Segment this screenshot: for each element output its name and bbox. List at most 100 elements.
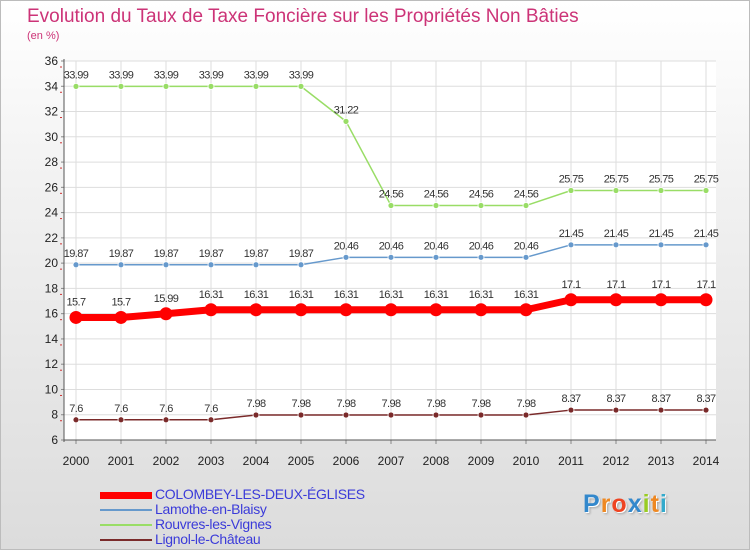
legend-item: Rouvres-les-Vignes <box>100 516 420 532</box>
data-point-lignol-le-chateau <box>72 416 80 424</box>
data-point-colombey-les-deux-eglises <box>609 293 623 307</box>
data-point-rouvres-les-vignes <box>207 82 215 90</box>
data-label: 16.31 <box>424 289 449 301</box>
data-label: 19.87 <box>64 248 89 260</box>
data-label: 16.31 <box>244 289 269 301</box>
legend-label: Rouvres-les-Vignes <box>155 516 272 532</box>
y-tick-label: 26 <box>45 180 59 194</box>
data-point-lignol-le-chateau <box>117 416 125 424</box>
data-point-rouvres-les-vignes <box>432 202 440 209</box>
data-label: 24.56 <box>379 189 404 201</box>
data-label: 17.1 <box>606 279 625 291</box>
data-point-lignol-le-chateau <box>612 406 620 414</box>
data-point-lignol-le-chateau <box>567 406 575 414</box>
legend-swatch <box>100 524 152 526</box>
y-tick-label: 16 <box>45 307 59 321</box>
data-label: 15.99 <box>154 293 179 305</box>
plot-area <box>64 61 716 440</box>
data-point-lamothe-en-blaisy <box>72 261 80 269</box>
data-point-lamothe-en-blaisy <box>432 253 440 261</box>
data-label: 8.37 <box>696 393 715 405</box>
data-point-rouvres-les-vignes <box>657 187 665 194</box>
x-tick-label: 2014 <box>693 454 720 468</box>
x-tick-label: 2013 <box>648 454 675 468</box>
x-tick-label: 2001 <box>108 454 135 468</box>
y-tick-label: 34 <box>45 79 59 93</box>
y-tick-label: 10 <box>45 382 59 396</box>
data-label: 7.6 <box>159 403 173 415</box>
data-point-rouvres-les-vignes <box>567 187 575 194</box>
data-label: 7.98 <box>246 398 265 410</box>
data-label: 8.37 <box>651 393 670 405</box>
data-point-lamothe-en-blaisy <box>297 261 305 269</box>
data-label: 7.98 <box>291 398 310 410</box>
proxiti-logo: Proxiti <box>583 490 668 519</box>
data-point-lignol-le-chateau <box>162 416 170 424</box>
data-point-rouvres-les-vignes <box>297 82 305 90</box>
data-label: 33.99 <box>289 69 314 81</box>
data-point-lignol-le-chateau <box>207 416 215 424</box>
data-label: 16.31 <box>379 289 404 301</box>
data-label: 7.98 <box>336 398 355 410</box>
data-point-colombey-les-deux-eglises <box>699 293 713 307</box>
data-point-lignol-le-chateau <box>252 411 260 419</box>
data-labels: 15.7 15.7 15.99 16.31 16.31 16.31 16.31 16.31 16… <box>64 69 720 415</box>
data-label: 16.31 <box>199 289 224 301</box>
data-point-lamothe-en-blaisy <box>567 241 575 249</box>
data-point-lamothe-en-blaisy <box>252 261 260 269</box>
data-label: 21.45 <box>694 228 719 240</box>
x-tick-label: 2006 <box>333 454 360 468</box>
data-label: 19.87 <box>289 248 314 260</box>
legend: COLOMBEY-LES-DEUX-ÉGLISES Lamothe-en-Blai… <box>100 486 420 547</box>
data-point-colombey-les-deux-eglises <box>69 310 83 324</box>
x-tick-label: 2000 <box>63 454 90 468</box>
data-label: 7.6 <box>204 403 218 415</box>
data-point-rouvres-les-vignes <box>702 187 710 194</box>
series-lines <box>69 82 713 424</box>
data-label: 8.37 <box>606 393 625 405</box>
data-label: 8.37 <box>561 393 580 405</box>
data-point-colombey-les-deux-eglises <box>159 307 173 321</box>
data-point-lamothe-en-blaisy <box>162 261 170 269</box>
data-point-lignol-le-chateau <box>477 411 485 419</box>
data-point-lamothe-en-blaisy <box>477 253 485 261</box>
data-point-lignol-le-chateau <box>297 411 305 419</box>
y-tick-label: 14 <box>45 332 59 346</box>
y-tick-label: 22 <box>45 231 59 245</box>
data-label: 16.31 <box>469 289 494 301</box>
data-point-colombey-les-deux-eglises <box>204 303 218 317</box>
x-tick-label: 2002 <box>153 454 180 468</box>
data-label: 7.98 <box>381 398 400 410</box>
data-point-rouvres-les-vignes <box>522 202 530 209</box>
y-tick-label: 32 <box>45 105 59 119</box>
data-label: 33.99 <box>244 69 269 81</box>
x-tick-label: 2004 <box>243 454 270 468</box>
data-label: 25.75 <box>604 173 629 185</box>
data-point-lignol-le-chateau <box>387 411 395 419</box>
data-label: 20.46 <box>334 240 359 252</box>
data-point-rouvres-les-vignes <box>387 202 395 209</box>
data-label: 15.7 <box>66 296 85 308</box>
data-label: 20.46 <box>424 240 449 252</box>
data-point-lignol-le-chateau <box>432 411 440 419</box>
y-tick-label: 18 <box>45 281 59 295</box>
data-label: 25.75 <box>649 173 674 185</box>
legend-swatch <box>100 539 152 541</box>
x-tick-label: 2005 <box>288 454 315 468</box>
data-label: 7.98 <box>516 398 535 410</box>
data-point-colombey-les-deux-eglises <box>564 293 578 307</box>
data-label: 19.87 <box>244 248 269 260</box>
y-tick-label: 24 <box>45 206 59 220</box>
y-tick-label: 30 <box>45 130 59 144</box>
data-point-lamothe-en-blaisy <box>522 253 530 261</box>
data-point-colombey-les-deux-eglises <box>429 303 443 317</box>
data-label: 7.6 <box>114 403 128 415</box>
x-tick-label: 2010 <box>513 454 540 468</box>
data-point-lamothe-en-blaisy <box>207 261 215 269</box>
chart-title: Evolution du Taux de Taxe Foncière sur l… <box>27 6 579 27</box>
data-point-lignol-le-chateau <box>702 406 710 414</box>
data-point-rouvres-les-vignes <box>162 82 170 90</box>
data-label: 17.1 <box>561 279 580 291</box>
data-label: 16.31 <box>289 289 314 301</box>
